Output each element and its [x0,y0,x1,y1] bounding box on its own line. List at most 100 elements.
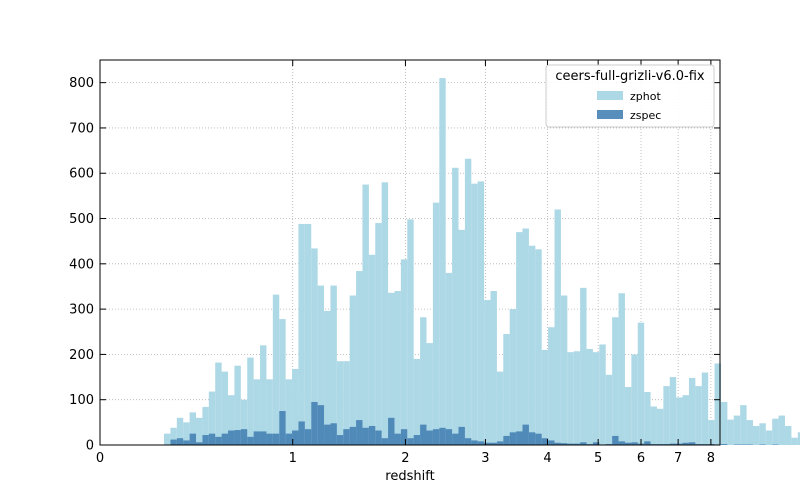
zphot-bar [477,181,485,445]
zphot-bar [720,401,728,445]
zphot-bar [784,425,792,445]
zphot-bar [266,379,273,445]
zspec-bar [554,442,561,445]
zphot-bar [490,291,497,445]
zphot-bar [592,352,600,445]
zphot-bars [164,78,800,446]
zphot-bar [599,344,606,445]
zphot-bar [272,294,280,445]
zspec-bar [375,430,382,445]
zspec-bar [624,442,632,445]
zphot-bar [471,183,478,445]
zspec-bar [183,440,190,445]
zphot-bar [791,437,798,445]
y-tick-label: 200 [69,348,94,363]
zphot-bar [432,202,440,445]
legend-swatch-zspec [597,110,623,119]
zspec-bar [618,441,625,445]
x-tick-label: 1 [289,451,297,466]
zphot-bar [676,397,683,445]
zspec-bar [676,443,683,445]
zphot-bar [336,361,344,445]
zphot-bar [368,254,376,445]
zspec-bar [208,433,216,445]
zspec-bar [688,442,696,445]
zphot-bar [260,345,267,445]
y-tick-label: 400 [69,257,94,272]
legend-box [545,64,715,128]
zspec-bar [522,424,529,445]
zphot-bar [727,419,734,445]
zspec-bar [247,436,254,445]
zphot-bar [752,425,760,445]
zphot-bar [170,427,177,445]
zphot-bar [234,365,241,445]
zspec-bar [170,439,177,445]
zspec-bar [324,424,331,445]
zphot-bar [548,327,555,445]
x-tick-label: 0 [96,451,104,466]
zphot-bar [695,386,702,445]
zphot-bar [439,78,446,445]
zspec-bar [343,429,350,445]
zphot-bar [375,223,382,445]
zspec-bar [464,438,472,445]
zspec-bar [720,444,728,445]
zspec-bar [484,442,491,445]
zspec-bar [432,429,440,445]
zspec-bar [260,431,267,445]
zphot-bar [324,310,331,445]
zphot-bar [797,432,800,445]
x-tick-label: 7 [674,451,682,466]
zphot-bar [573,351,581,445]
zspec-bar [304,429,312,445]
zphot-bar [765,430,773,445]
zphot-bar [452,167,459,446]
zspec-bar [477,441,485,445]
zspec-bar [445,429,453,445]
zphot-bar [772,418,779,445]
zphot-bar [682,395,689,445]
y-tick-label: 600 [69,167,94,182]
zphot-bar [605,374,613,445]
y-tick-label: 500 [69,212,94,227]
zphot-bar [317,285,325,445]
zphot-bar [292,368,299,445]
zphot-bar [778,415,785,445]
zspec-bar [196,442,203,445]
zphot-bar [656,408,664,445]
zspec-bar [228,430,235,445]
zspec-bar [548,440,555,445]
zphot-bar [343,361,350,445]
zspec-bar [644,441,651,445]
zspec-bar [176,438,184,445]
zphot-bar [516,232,523,445]
zspec-bar [266,433,273,445]
zspec-bar [400,429,408,445]
zspec-bar [394,433,401,445]
zspec-bar [253,431,261,445]
zspec-bar [388,417,395,445]
zspec-bar [535,433,542,445]
zphot-bar [669,377,677,445]
zspec-bar [311,401,318,445]
legend-title: ceers-full-grizli-v6.0-fix [555,69,705,84]
zphot-bar [733,415,741,445]
zphot-bar [567,352,574,445]
y-tick-label: 800 [69,76,94,91]
zphot-bar [253,379,261,445]
zspec-bar [420,424,427,445]
zspec-bar [458,426,465,445]
x-tick-label: 4 [543,451,551,466]
x-tick-label: 3 [481,451,489,466]
zphot-bar [708,420,715,445]
zspec-bar [541,438,549,445]
zphot-bar [701,372,709,445]
zphot-bar [618,293,625,445]
y-axis-ticks: 0 100 200 300 400 500 600 700 800 [69,76,720,454]
zphot-bar [612,317,619,445]
zphot-bar [420,317,427,445]
zspec-bar [471,440,478,445]
zphot-bar [298,223,305,445]
